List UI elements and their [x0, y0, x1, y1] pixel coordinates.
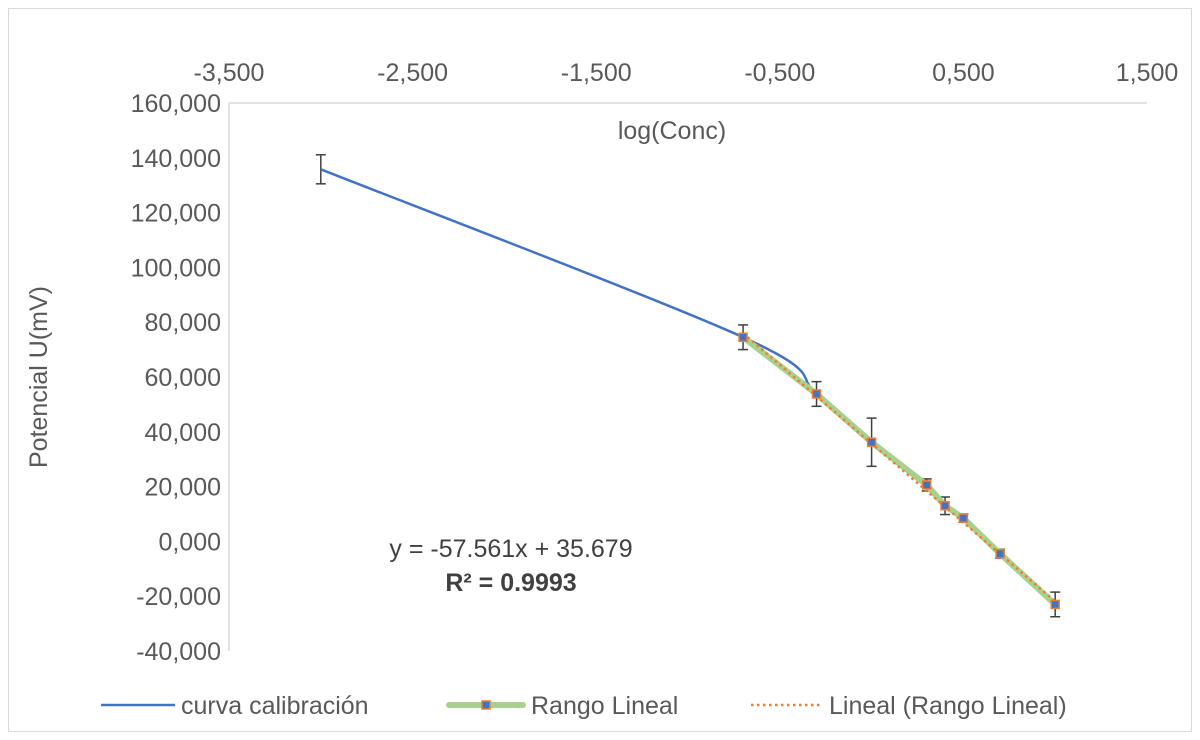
calibration-chart: 160,000 140,000 120,000 100,000 80,000 60,000… — [25, 59, 1179, 720]
x-tick-label: 1,500 — [1116, 59, 1179, 87]
y-tick-label: 120,000 — [131, 200, 221, 228]
data-point-marker — [866, 437, 877, 447]
x-tick-label: -1,500 — [561, 59, 632, 87]
legend-item-rango-lineal: Rango Lineal — [446, 692, 678, 720]
data-point-marker — [995, 548, 1005, 559]
data-point-marker — [921, 480, 932, 490]
y-tick-label: 60,000 — [145, 364, 221, 392]
y-tick-label: 0,000 — [158, 528, 221, 556]
trendline-equation: y = -57.561x + 35.679 — [389, 535, 632, 563]
series-rango-lineal-line — [740, 334, 1059, 608]
x-axis-ticks: -3,500 -2,500 -1,500 -0,500 0,500 1,500 — [194, 59, 1179, 87]
series-rango-lineal-markers — [738, 332, 1060, 610]
data-point-marker — [940, 501, 950, 511]
data-point-marker — [1050, 599, 1060, 610]
y-tick-label: 80,000 — [145, 309, 221, 337]
y-tick-label: 40,000 — [145, 419, 221, 447]
chart-frame: 160,000 140,000 120,000 100,000 80,000 60,000… — [8, 8, 1192, 732]
y-axis-title: Potencial U(mV) — [25, 286, 53, 468]
y-tick-label: 140,000 — [131, 145, 221, 173]
x-tick-label: -2,500 — [377, 59, 448, 87]
trendline-r-squared: R² = 0.9993 — [445, 569, 576, 597]
y-tick-label: 20,000 — [145, 474, 221, 502]
legend-marker-rango-lineal — [481, 700, 491, 710]
x-tick-label: -3,500 — [194, 59, 265, 87]
legend: curva calibración Rango Lineal Lineal (R… — [101, 692, 1067, 720]
x-axis-title: log(Conc) — [618, 117, 726, 145]
x-tick-label: -0,500 — [744, 59, 815, 87]
y-tick-label: -40,000 — [136, 638, 221, 666]
data-point-marker — [811, 389, 822, 399]
data-point-marker — [958, 513, 969, 523]
data-point-marker — [738, 332, 748, 343]
y-tick-label: -20,000 — [136, 583, 221, 611]
legend-item-curva-calibracion: curva calibración — [101, 692, 369, 720]
legend-label-curva-calibracion: curva calibración — [181, 692, 369, 720]
y-tick-label: 100,000 — [131, 254, 221, 282]
y-axis-ticks: 160,000 140,000 120,000 100,000 80,000 60,000… — [131, 90, 221, 666]
series-lineal-trendline — [742, 332, 1057, 603]
legend-label-lineal-rango-lineal: Lineal (Rango Lineal) — [829, 692, 1067, 720]
legend-item-lineal-rango-lineal: Lineal (Rango Lineal) — [751, 692, 1067, 720]
legend-label-rango-lineal: Rango Lineal — [531, 692, 678, 720]
y-tick-label: 160,000 — [131, 90, 221, 118]
x-tick-label: 0,500 — [932, 59, 995, 87]
